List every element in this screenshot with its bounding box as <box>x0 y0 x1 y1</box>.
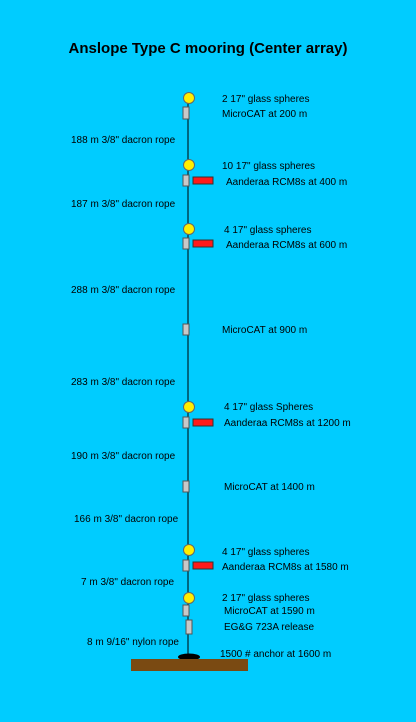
float-2 <box>183 159 195 171</box>
label-float-2: 10 17" glass spheres <box>222 161 316 172</box>
label-inst-6: MicroCAT at 1400 m <box>224 482 315 493</box>
rcm8-400 <box>192 176 214 185</box>
label-rope-5: 190 m 3/8" dacron rope <box>71 451 176 462</box>
label-inst-8: MicroCAT at 1590 m <box>224 606 315 617</box>
label-float-1: 2 17" glass spheres <box>222 94 310 105</box>
rcm8-1580-housing <box>182 559 190 572</box>
float-1 <box>183 92 195 104</box>
label-rope-3: 288 m 3/8" dacron rope <box>71 285 176 296</box>
rcm8-1580 <box>192 561 214 570</box>
label-float-5: 4 17" glass spheres <box>222 547 310 558</box>
float-4 <box>183 401 195 413</box>
rcm8-400-housing <box>182 174 190 187</box>
label-anchor: 1500 # anchor at 1600 m <box>220 649 332 660</box>
label-rope-1: 188 m 3/8" dacron rope <box>71 135 176 146</box>
microcat-1590 <box>182 604 190 617</box>
float-6 <box>183 592 195 604</box>
label-release: EG&G 723A release <box>224 622 315 633</box>
rcm8-1200-housing <box>182 416 190 429</box>
float-3 <box>183 223 195 235</box>
label-rope-2: 187 m 3/8" dacron rope <box>71 199 176 210</box>
sea-floor <box>131 659 248 671</box>
label-inst-7: Aanderaa RCM8s at 1580 m <box>222 562 349 573</box>
label-inst-3: Aanderaa RCM8s at 600 m <box>226 240 348 251</box>
diagram-title: Anslope Type C mooring (Center array) <box>68 40 348 57</box>
rcm8-600-housing <box>182 237 190 250</box>
rcm8-600 <box>192 239 214 248</box>
label-inst-1: MicroCAT at 200 m <box>222 109 308 120</box>
rcm8-1200 <box>192 418 214 427</box>
label-rope-6: 166 m 3/8" dacron rope <box>74 514 179 525</box>
microcat-1400 <box>182 480 190 493</box>
label-inst-4: MicroCAT at 900 m <box>222 325 308 336</box>
label-float-3: 4 17" glass spheres <box>224 225 312 236</box>
anchor-weight <box>178 653 200 661</box>
label-rope-7: 7 m 3/8" dacron rope <box>81 577 175 588</box>
label-inst-5: Aanderaa RCM8s at 1200 m <box>224 418 351 429</box>
microcat-200 <box>182 106 190 120</box>
label-float-6: 2 17" glass spheres <box>222 593 310 604</box>
microcat-900 <box>182 323 190 336</box>
float-5 <box>183 544 195 556</box>
label-float-4: 4 17" glass Spheres <box>224 402 314 413</box>
label-inst-2: Aanderaa RCM8s at 400 m <box>226 177 348 188</box>
acoustic-release <box>185 619 193 635</box>
label-rope-8: 8 m 9/16" nylon rope <box>87 637 179 648</box>
label-rope-4: 283 m 3/8" dacron rope <box>71 377 176 388</box>
